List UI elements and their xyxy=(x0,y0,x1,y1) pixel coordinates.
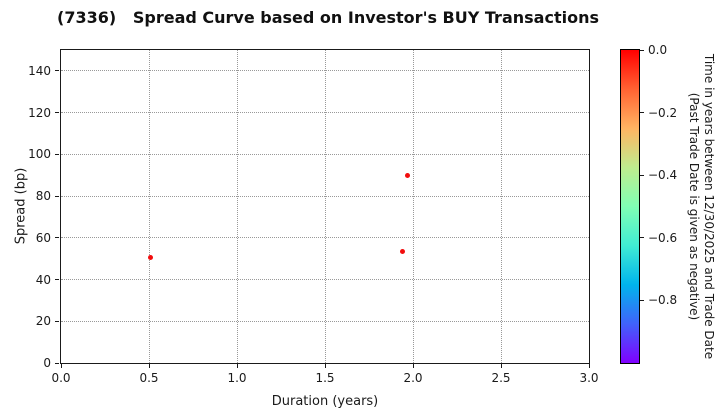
gridline-vertical xyxy=(500,50,502,363)
x-tick-label: 0.5 xyxy=(139,371,159,385)
y-tick-label: 140 xyxy=(28,63,51,78)
y-tick-label: 0 xyxy=(43,356,51,370)
gridline-vertical xyxy=(148,50,150,363)
x-tick xyxy=(60,364,62,368)
y-tick-label: 100 xyxy=(28,147,51,162)
colorbar-label-line2: (Past Trade Date is given as negative) xyxy=(687,92,701,321)
colorbar-tick xyxy=(640,174,644,176)
data-point xyxy=(148,255,154,261)
gridline-vertical xyxy=(412,50,414,363)
x-tick xyxy=(236,364,238,368)
gridline-vertical xyxy=(236,50,238,363)
colorbar-tick-label: 0.0 xyxy=(648,43,668,57)
gridline-vertical xyxy=(324,50,326,363)
y-tick xyxy=(55,362,59,364)
y-tick-label: 80 xyxy=(35,189,51,204)
x-tick-label: 2.5 xyxy=(491,371,511,385)
y-tick-label: 60 xyxy=(35,230,51,245)
colorbar-label-line1: Time in years between 12/30/2025 and Tra… xyxy=(702,53,716,360)
y-tick xyxy=(55,153,59,155)
x-tick-label: 1.5 xyxy=(315,371,335,385)
data-point xyxy=(399,248,405,254)
x-tick xyxy=(324,364,326,368)
y-tick xyxy=(55,320,59,322)
colorbar-tick xyxy=(640,299,644,301)
colorbar-tick-label: −0.2 xyxy=(648,105,678,120)
x-tick-label: 1.0 xyxy=(227,371,247,385)
colorbar-tick xyxy=(640,49,644,51)
colorbar-tick xyxy=(640,112,644,114)
y-tick-label: 20 xyxy=(35,314,51,329)
x-tick xyxy=(412,364,414,368)
chart-title: (7336) Spread Curve based on Investor's … xyxy=(57,8,599,27)
y-tick xyxy=(55,237,59,239)
x-tick-label: 2.0 xyxy=(403,371,423,385)
data-point xyxy=(405,172,411,178)
x-tick-label: 3.0 xyxy=(579,371,599,385)
colorbar-tick-label: −0.8 xyxy=(648,293,678,308)
x-axis-label: Duration (years) xyxy=(271,394,379,409)
colorbar-tick-label: −0.6 xyxy=(648,230,678,245)
x-tick xyxy=(588,364,590,368)
y-tick xyxy=(55,195,59,197)
colorbar xyxy=(620,49,640,364)
y-tick xyxy=(55,279,59,281)
x-tick xyxy=(500,364,502,368)
y-tick xyxy=(55,70,59,72)
x-tick-label: 0.0 xyxy=(51,371,71,385)
y-tick xyxy=(55,112,59,114)
colorbar-label: Time in years between 12/30/2025 and Tra… xyxy=(686,50,716,363)
colorbar-tick-label: −0.4 xyxy=(648,168,678,183)
y-tick-label: 120 xyxy=(28,105,51,120)
x-tick xyxy=(148,364,150,368)
colorbar-tick xyxy=(640,237,644,239)
y-tick-label: 40 xyxy=(35,272,51,287)
